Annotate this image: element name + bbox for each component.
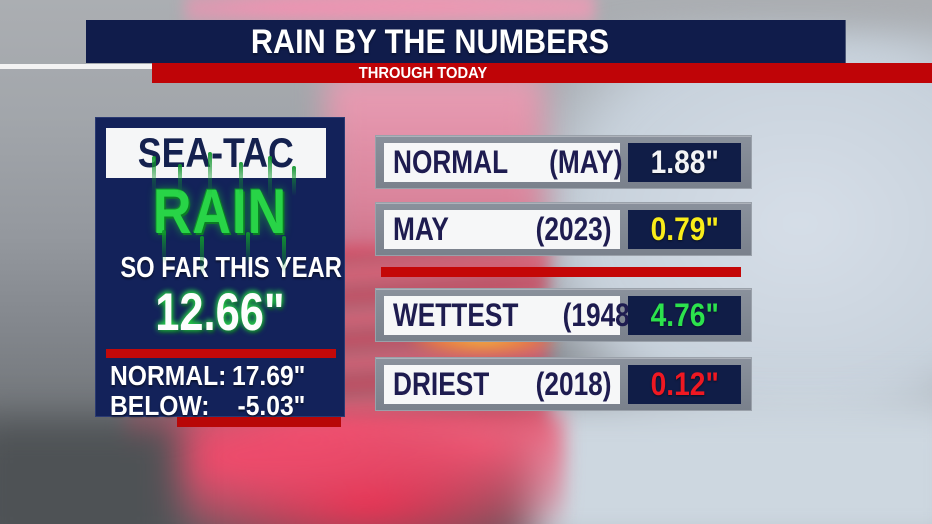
rain-drip: [246, 232, 250, 264]
page-title: RAIN BY THE NUMBERS: [250, 23, 610, 61]
header-white-stripe: [0, 64, 152, 69]
rain-amount: 12.66": [155, 283, 285, 342]
row-label-box: WETTEST (1948): [384, 296, 638, 335]
rain-drip: [268, 156, 272, 198]
normal-stat-line: NORMAL: 17.69": [110, 361, 305, 390]
rain-drip: [152, 156, 156, 194]
rain-drip: [178, 164, 182, 194]
row-label-box: NORMAL (MAY): [384, 143, 623, 182]
rain-drip: [208, 152, 212, 196]
normal-stat-value: 17.69": [232, 360, 306, 391]
subtitle-banner: [152, 63, 932, 83]
rain-drip: [200, 236, 204, 276]
row-value-box: 4.76": [628, 296, 741, 335]
station-name-box: SEA-TAC: [106, 128, 326, 178]
row-value-box: 1.88": [628, 143, 741, 182]
row-value: 4.76": [650, 297, 719, 333]
row-value: 0.79": [650, 211, 719, 247]
below-stat-line: BELOW: -5.03": [110, 391, 305, 420]
rows-red-divider: [381, 267, 741, 277]
background-light-reflection: [530, 395, 932, 524]
panel-bottom-red-accent: [177, 417, 341, 427]
table-row-normal-may: NORMAL (MAY) 1.88": [375, 135, 752, 189]
rain-drip: [282, 236, 286, 274]
row-value: 0.12": [650, 366, 719, 402]
normal-stat-label: NORMAL:: [110, 360, 227, 391]
below-stat-label: BELOW:: [110, 390, 210, 421]
background-dark-pavement: [0, 420, 180, 524]
table-row-driest-2018: DRIEST (2018) 0.12": [375, 357, 752, 411]
below-stat-value: -5.03": [237, 390, 306, 421]
table-row-may-2023: MAY (2023) 0.79": [375, 202, 752, 256]
page-subtitle: THROUGH TODAY: [358, 65, 488, 82]
row-label-box: DRIEST (2018): [384, 365, 620, 404]
row-value: 1.88": [650, 144, 719, 180]
period-label: SO FAR THIS YEAR: [120, 252, 342, 284]
table-row-wettest-1948: WETTEST (1948) 4.76": [375, 288, 752, 342]
row-label-box: MAY (2023): [384, 210, 620, 249]
seatac-panel: SEA-TAC RAIN SO FAR THIS YEAR 12.66" NOR…: [95, 117, 345, 420]
row-value-box: 0.12": [628, 365, 741, 404]
station-name: SEA-TAC: [137, 129, 294, 176]
rain-drip: [162, 230, 166, 264]
rain-drip: [239, 162, 243, 196]
rain-drip: [292, 166, 296, 196]
background-taillight-reflection: [125, 412, 565, 524]
title-banner: [86, 20, 846, 63]
rain-dripping-text: RAIN: [152, 177, 288, 247]
row-value-box: 0.79": [628, 210, 741, 249]
panel-red-divider: [106, 349, 336, 358]
